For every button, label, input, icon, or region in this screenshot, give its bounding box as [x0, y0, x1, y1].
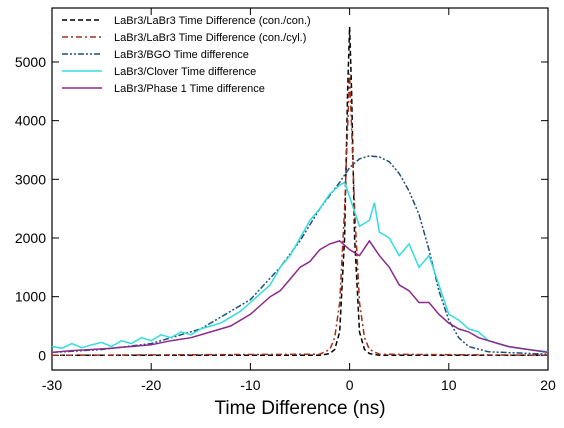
x-tick-label: 10 — [441, 377, 457, 393]
y-tick-label: 5000 — [15, 54, 46, 70]
y-tick-label: 0 — [38, 347, 46, 363]
x-tick-label: -20 — [141, 377, 161, 393]
y-tick-label: 2000 — [15, 230, 46, 246]
y-tick-label: 3000 — [15, 171, 46, 187]
x-axis-label: Time Difference (ns) — [214, 398, 385, 419]
series-line — [51, 155, 549, 355]
legend-label: LaBr3/LaBr3 Time Difference (con./cyl.) — [114, 32, 306, 44]
x-tick-label: -10 — [240, 377, 260, 393]
legend-label: LaBr3/Clover Time difference — [114, 66, 256, 78]
series-line — [51, 239, 549, 354]
series-line — [51, 73, 549, 357]
series-line — [51, 181, 549, 353]
x-tick-label: 20 — [540, 377, 556, 393]
x-tick-label: -30 — [42, 377, 62, 393]
y-tick-label: 1000 — [15, 289, 46, 305]
legend-label: LaBr3/LaBr3 Time Difference (con./con.) — [114, 15, 311, 27]
legend-label: LaBr3/Phase 1 Time difference — [114, 83, 265, 95]
legend-label: LaBr3/BGO Time difference — [114, 49, 249, 61]
y-tick-label: 4000 — [15, 113, 46, 129]
plot-frame — [51, 7, 549, 371]
x-tick-label: 0 — [346, 377, 354, 393]
series-line — [52, 26, 548, 357]
